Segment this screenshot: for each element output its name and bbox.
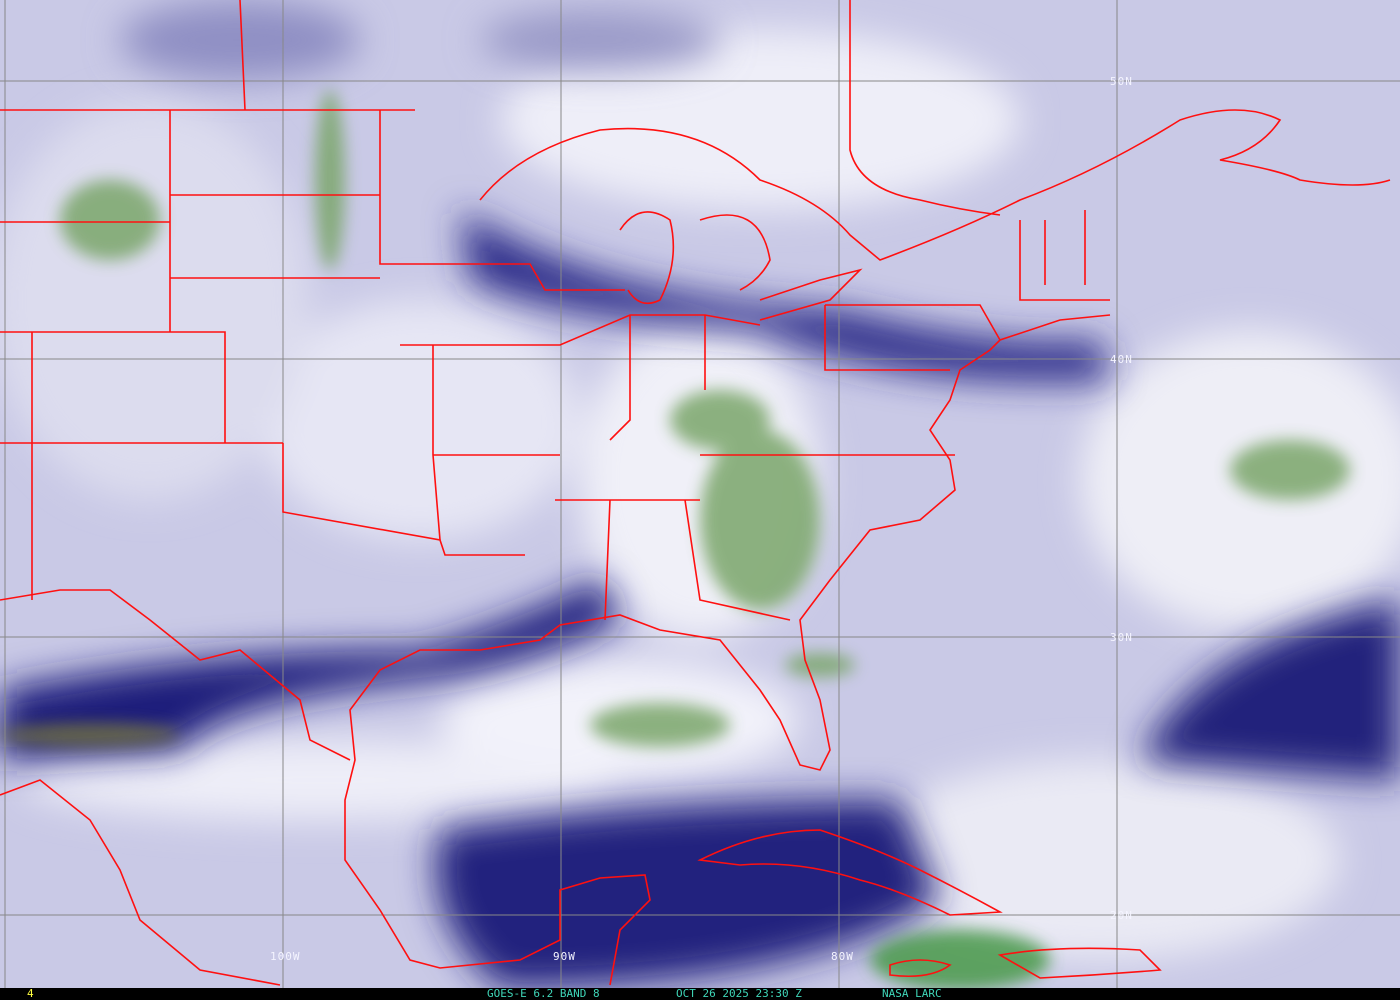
lat-label-20n: 20N (1110, 909, 1133, 922)
lat-label-30n: 30N (1110, 631, 1133, 644)
datetime-label: OCT 26 2025 23:30 Z (676, 987, 802, 1000)
political-borders (0, 0, 1391, 986)
lon-label-80w: 80W (831, 950, 854, 963)
lat-label-50n: 50N (1110, 75, 1133, 88)
caption-bar: 4 GOES-E 6.2 BAND 8 OCT 26 2025 23:30 Z … (0, 988, 1400, 1000)
lon-label-100w: 100W (270, 950, 301, 963)
frame-number: 4 (27, 987, 34, 1000)
lon-label-90w: 90W (553, 950, 576, 963)
product-label: GOES-E 6.2 BAND 8 (487, 987, 600, 1000)
lat-label-40n: 40N (1110, 353, 1133, 366)
cloud-tops (0, 90, 1350, 988)
source-label: NASA LARC (882, 987, 942, 1000)
